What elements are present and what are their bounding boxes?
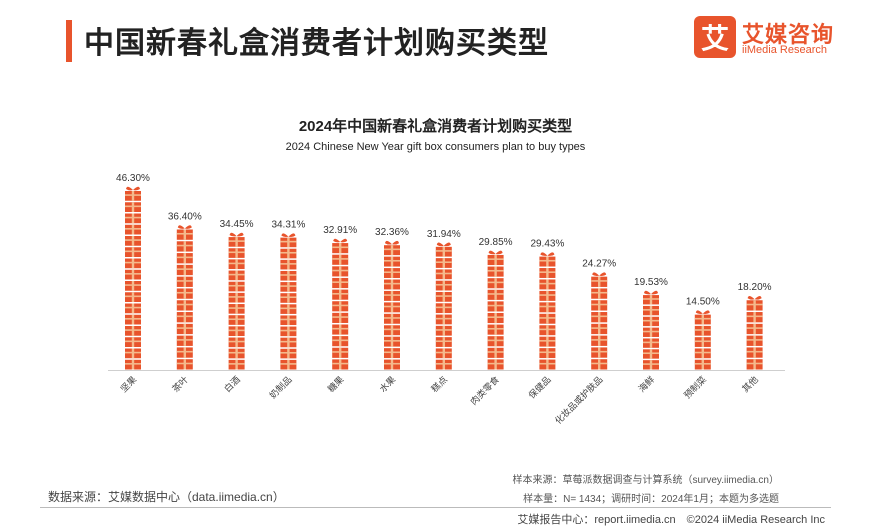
gift-bow-icon bbox=[385, 240, 399, 245]
gift-bow-icon bbox=[644, 290, 658, 295]
category-label: 肉类零食 bbox=[468, 374, 502, 408]
gift-bow-icon bbox=[747, 295, 762, 300]
gift-bow-icon bbox=[229, 232, 244, 237]
page-title: 中国新春礼盒消费者计划购买类型 bbox=[84, 27, 549, 60]
logo-en-text: iiMedia Research bbox=[742, 44, 827, 56]
bar bbox=[487, 250, 504, 370]
bar bbox=[176, 225, 193, 370]
bar-value-label: 32.91% bbox=[323, 225, 357, 236]
gift-bow-icon bbox=[695, 310, 710, 314]
bar bbox=[539, 252, 556, 370]
footer-divider bbox=[40, 507, 831, 508]
gift-bow-icon bbox=[592, 272, 607, 276]
bar bbox=[435, 242, 452, 370]
category-label: 糖果 bbox=[325, 374, 346, 395]
logo-mark-icon: 艾 bbox=[694, 16, 736, 58]
bar bbox=[280, 233, 297, 370]
header-accent-bar bbox=[66, 20, 72, 62]
category-label: 海鲜 bbox=[636, 374, 657, 395]
category-label: 其他 bbox=[739, 374, 760, 395]
bar bbox=[384, 240, 400, 370]
gift-bow-icon bbox=[126, 186, 140, 191]
gift-bow-icon bbox=[281, 233, 296, 237]
bar bbox=[125, 186, 141, 370]
brand-logo: 艾 艾媒咨询 iiMedia Research bbox=[694, 16, 844, 60]
category-label: 茶叶 bbox=[170, 374, 191, 395]
bar-value-label: 32.36% bbox=[375, 227, 409, 238]
category-label: 预制菜 bbox=[681, 374, 709, 402]
bar bbox=[228, 232, 245, 370]
bar bbox=[591, 272, 608, 370]
bar-value-label: 29.43% bbox=[530, 239, 564, 250]
logo-cn-text: 艾媒咨询 bbox=[742, 22, 835, 47]
bar-value-label: 19.53% bbox=[634, 277, 668, 288]
chart-subtitle: 2024 Chinese New Year gift box consumers… bbox=[285, 141, 586, 153]
gift-bow-icon bbox=[540, 252, 555, 256]
category-label: 糕点 bbox=[429, 374, 450, 395]
bar-value-label: 31.94% bbox=[427, 229, 461, 240]
bar-value-label: 46.30% bbox=[116, 173, 150, 184]
gift-bow-icon bbox=[177, 225, 192, 229]
chart-title: 2024年中国新春礼盒消费者计划购买类型 bbox=[298, 118, 573, 135]
category-label: 奶制品 bbox=[267, 374, 295, 402]
bar-value-label: 18.20% bbox=[738, 282, 772, 293]
bar bbox=[643, 290, 659, 370]
bar-value-label: 29.85% bbox=[479, 237, 513, 248]
report-center-footer: 艾媒报告中心：report.iimedia.cn ©2024 iiMedia R… bbox=[517, 514, 825, 526]
bar bbox=[694, 310, 711, 370]
category-label: 保健品 bbox=[526, 374, 554, 402]
gift-bow-icon bbox=[333, 238, 348, 243]
gift-bow-icon bbox=[488, 250, 503, 255]
data-source: 数据来源：艾媒数据中心（data.iimedia.cn） bbox=[48, 490, 285, 504]
sample-source-note: 样本来源：草莓派数据调查与计算系统（survey.iimedia.cn） bbox=[512, 475, 779, 486]
bar-value-label: 14.50% bbox=[686, 297, 720, 308]
bar-value-label: 36.40% bbox=[168, 211, 202, 222]
category-label: 水果 bbox=[377, 374, 398, 395]
gift-bow-icon bbox=[436, 242, 451, 247]
bar bbox=[332, 238, 349, 370]
category-label: 坚果 bbox=[119, 374, 140, 395]
bar-value-label: 24.27% bbox=[582, 259, 616, 270]
category-label: 白酒 bbox=[221, 374, 242, 395]
bar-value-label: 34.45% bbox=[220, 219, 254, 230]
sample-size-note: 样本量：N= 1434；调研时间：2024年1月；本题为多选题 bbox=[523, 494, 779, 505]
bar-value-label: 34.31% bbox=[271, 220, 305, 231]
category-label: 化妆品或护肤品 bbox=[552, 374, 605, 427]
bar bbox=[746, 295, 763, 370]
